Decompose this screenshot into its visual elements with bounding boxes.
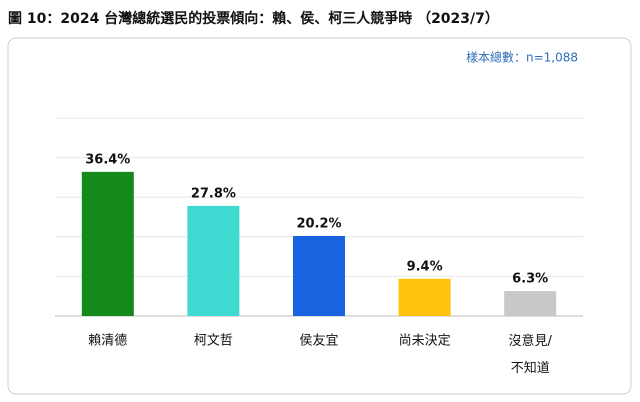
chart-title: 圖 10：2024 台灣總統選民的投票傾向：賴、侯、柯三人競爭時 （2023/7… [8, 10, 499, 27]
x-tick-label: 尚未決定 [399, 334, 451, 349]
x-tick-label: 侯友宜 [299, 333, 338, 349]
x-tick-label: 柯文哲 [194, 334, 233, 349]
sample-size: 樣本總數：n=1,088 [466, 50, 578, 65]
value-label: 6.3% [512, 272, 548, 287]
x-tick-label: 賴清德 [88, 334, 127, 349]
chart-frame [7, 37, 632, 395]
bar [398, 278, 451, 316]
value-label: 9.4% [407, 259, 443, 274]
value-label: 20.2% [296, 217, 341, 232]
value-label: 36.4% [85, 152, 130, 167]
bar [293, 236, 345, 316]
value-label: 27.8% [191, 186, 236, 201]
bar [81, 171, 134, 316]
bar [504, 291, 557, 316]
x-tick-label: 沒意見/不知道 [509, 333, 553, 376]
bar [187, 205, 240, 316]
